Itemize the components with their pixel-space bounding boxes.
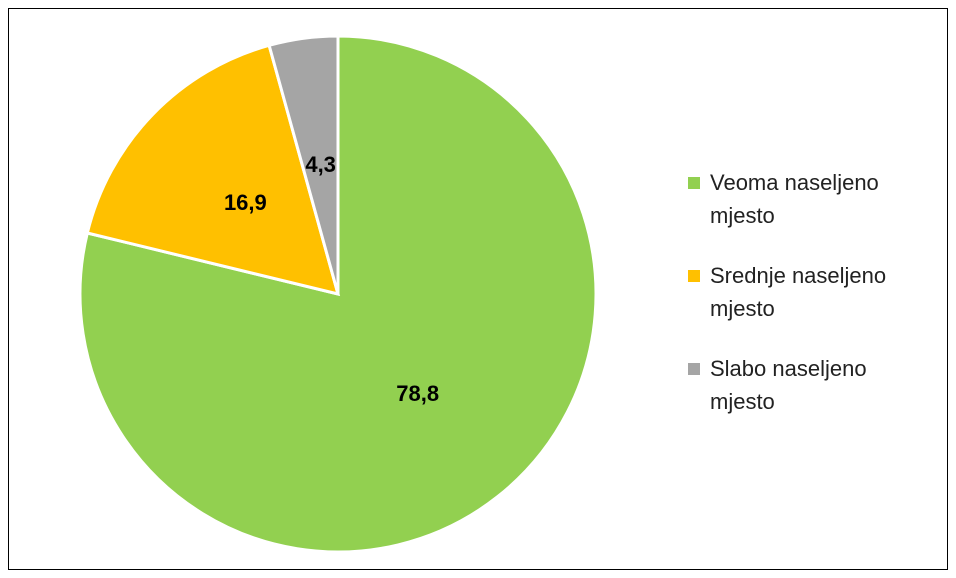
legend-swatch: [688, 363, 700, 375]
pie-slice: [85, 43, 341, 297]
data-label: 4,3: [305, 152, 336, 177]
legend-item: Srednje naseljeno mjesto: [686, 259, 946, 325]
legend-label: Srednje naseljeno mjesto: [710, 263, 887, 321]
legend: Veoma naseljeno mjesto Srednje naseljeno …: [686, 166, 946, 445]
pie-slice: [267, 34, 340, 295]
legend-item: Slabo naseljeno mjesto: [686, 352, 946, 418]
legend-swatch: [688, 270, 700, 282]
legend-label: Slabo naseljeno mjesto: [710, 356, 867, 414]
legend-swatch: [688, 177, 700, 189]
legend-label: Veoma naseljeno mjesto: [710, 170, 879, 228]
data-label: 16,9: [224, 190, 267, 215]
data-label: 78,8: [396, 381, 439, 406]
legend-item: Veoma naseljeno mjesto: [686, 166, 946, 232]
